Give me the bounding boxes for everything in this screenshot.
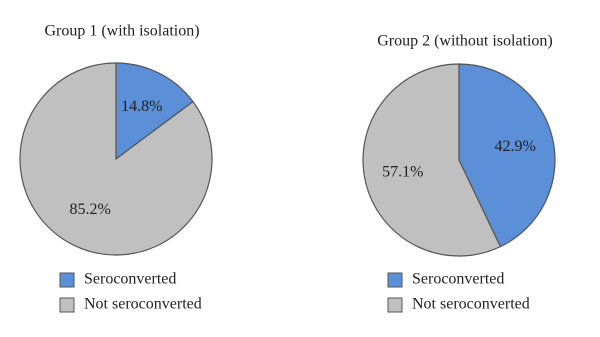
legend-label: Not seroconverted (84, 296, 202, 313)
data-label: 57.1% (382, 163, 423, 180)
legend-label: Seroconverted (84, 271, 176, 288)
pie-slice (19, 62, 213, 256)
pie-slice (115, 62, 194, 161)
data-label: 14.8% (121, 98, 162, 115)
legend-swatch (387, 297, 403, 313)
legend-swatch (387, 272, 403, 288)
pie-slice (458, 63, 556, 248)
pie-slice (362, 63, 502, 257)
legend-swatch (59, 272, 75, 288)
legend-label: Not seroconverted (412, 296, 530, 313)
chart-title: Group 1 (with isolation) (44, 23, 199, 40)
legend-label: Seroconverted (412, 271, 504, 288)
data-label: 85.2% (70, 201, 111, 218)
data-label: 42.9% (495, 138, 536, 155)
chart-title: Group 2 (without isolation) (377, 33, 553, 50)
legend-swatch (59, 297, 75, 313)
